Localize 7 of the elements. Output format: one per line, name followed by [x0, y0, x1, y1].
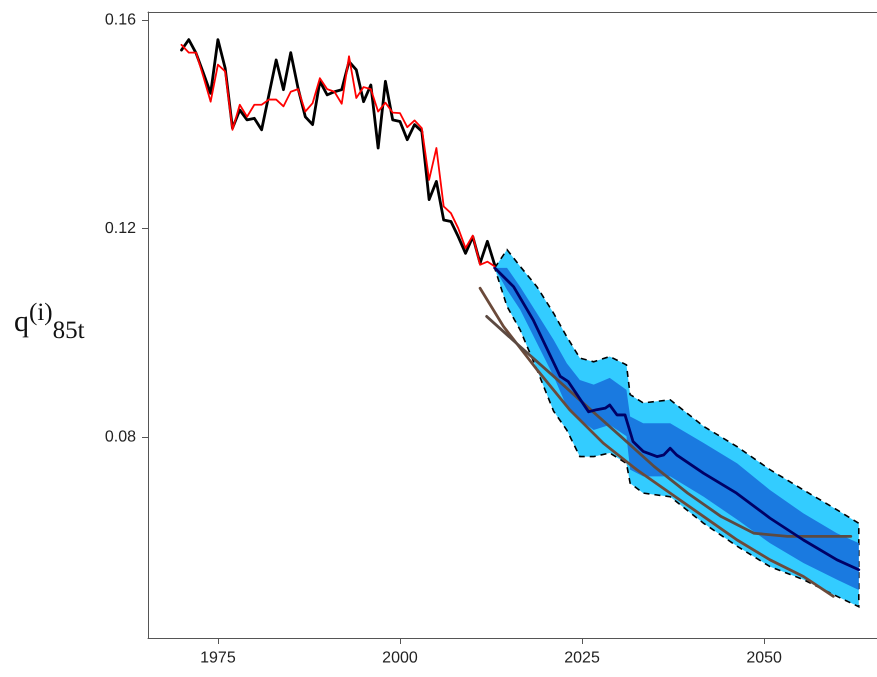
y-tick-label: 0.16: [104, 11, 136, 28]
x-tick-label: 2025: [564, 650, 600, 666]
y-tick-label: 0.12: [104, 220, 136, 237]
x-tick-label: 1975: [200, 650, 236, 666]
y-tick-label: 0.08: [104, 428, 136, 446]
x-tick-label: 2000: [382, 650, 418, 666]
x-tick-label: 2050: [746, 650, 782, 666]
